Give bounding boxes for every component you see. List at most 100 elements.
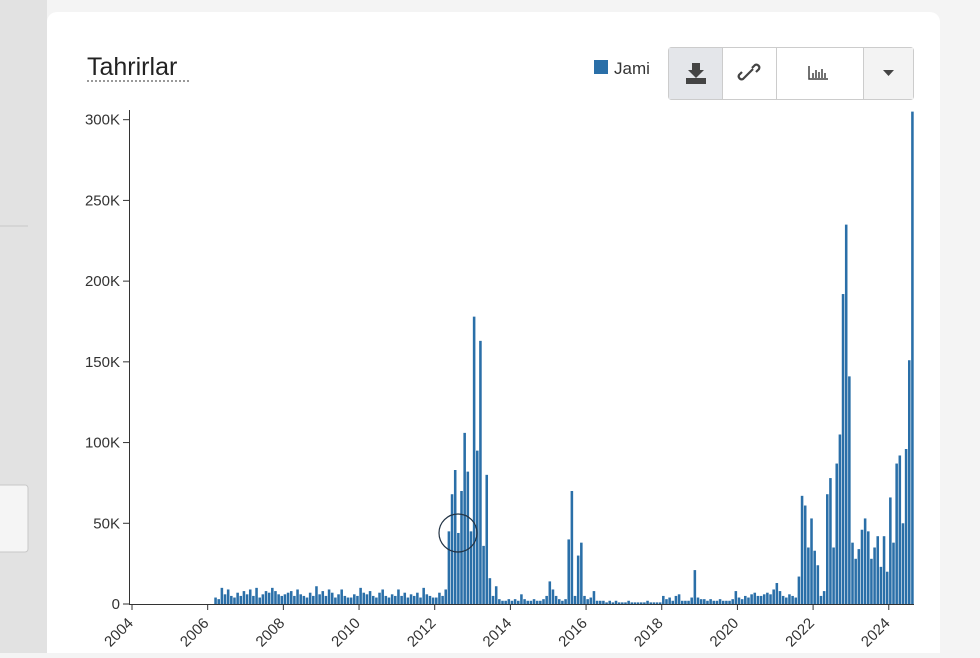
bar xyxy=(217,599,220,604)
bar xyxy=(507,599,511,604)
bar xyxy=(614,600,618,604)
bar xyxy=(305,597,309,604)
bar xyxy=(904,449,908,604)
chart-title: Tahrirlar xyxy=(87,53,177,81)
bar xyxy=(611,602,615,604)
bar xyxy=(359,587,362,604)
bar xyxy=(901,523,905,604)
bar xyxy=(409,594,413,604)
bar xyxy=(687,600,690,604)
bar xyxy=(605,602,608,604)
bar xyxy=(441,595,444,604)
bar xyxy=(390,594,394,604)
bar xyxy=(652,602,656,604)
bar xyxy=(400,595,403,604)
bar xyxy=(463,432,466,604)
bar xyxy=(747,597,750,604)
bar xyxy=(889,497,892,604)
bar xyxy=(633,602,637,604)
bar xyxy=(516,600,520,604)
bar xyxy=(343,595,347,604)
bar xyxy=(800,495,804,604)
bar xyxy=(829,478,832,604)
bar xyxy=(586,599,589,604)
bar xyxy=(261,594,265,604)
toolbar xyxy=(668,47,914,100)
bar xyxy=(658,602,662,604)
link-button[interactable] xyxy=(737,63,761,81)
bar xyxy=(334,597,337,604)
sidebar-button[interactable] xyxy=(0,484,29,553)
bar xyxy=(308,592,312,604)
bar xyxy=(324,595,328,604)
bar xyxy=(882,536,886,604)
bar xyxy=(513,599,517,604)
bar xyxy=(576,555,580,604)
sidebar xyxy=(0,0,47,653)
y-tick-label: 50K xyxy=(93,515,120,532)
bar xyxy=(526,600,530,604)
bar xyxy=(589,597,593,604)
bar xyxy=(419,597,422,604)
bar xyxy=(807,547,810,604)
bar xyxy=(428,595,432,604)
bar xyxy=(655,602,659,604)
bar xyxy=(460,490,463,604)
bar xyxy=(494,586,498,604)
bar xyxy=(781,595,785,604)
bar xyxy=(573,595,577,604)
bar xyxy=(851,542,854,604)
bar xyxy=(214,597,217,604)
bar xyxy=(570,490,574,604)
bar xyxy=(296,589,299,604)
bar xyxy=(280,595,284,604)
bar xyxy=(706,600,709,604)
bar xyxy=(403,592,407,604)
bar xyxy=(728,600,731,604)
bar xyxy=(816,565,820,604)
bar xyxy=(384,595,388,604)
bar xyxy=(368,591,372,604)
bar xyxy=(457,532,460,604)
bar xyxy=(450,494,454,604)
bar xyxy=(769,594,772,604)
bar xyxy=(476,450,479,604)
bar xyxy=(863,518,867,604)
chart-type-button[interactable] xyxy=(808,66,828,80)
bar xyxy=(744,595,747,604)
legend-label: Jami xyxy=(614,59,650,78)
bar xyxy=(293,595,296,604)
bar xyxy=(236,592,239,604)
bar xyxy=(277,594,280,604)
bar xyxy=(378,592,381,604)
bar xyxy=(693,570,697,604)
bar xyxy=(766,592,769,604)
bar xyxy=(731,599,734,604)
bar xyxy=(841,294,845,604)
bar xyxy=(662,595,665,604)
bar xyxy=(598,600,602,604)
bar xyxy=(330,592,334,604)
bar xyxy=(788,594,791,604)
bar xyxy=(315,586,318,604)
bar xyxy=(340,589,343,604)
bar xyxy=(356,595,359,604)
bar xyxy=(431,597,435,604)
bar xyxy=(561,600,564,604)
dropdown-icon xyxy=(883,70,894,76)
bar xyxy=(583,595,586,604)
bar xyxy=(649,602,652,604)
bar xyxy=(636,602,640,604)
bar xyxy=(539,600,542,604)
bar xyxy=(485,474,489,604)
bar xyxy=(302,595,306,604)
bar xyxy=(772,589,775,604)
bar xyxy=(220,587,224,604)
bar xyxy=(520,594,523,604)
bar xyxy=(580,542,583,604)
bar xyxy=(822,591,826,604)
bar xyxy=(412,595,416,604)
bar xyxy=(523,599,526,604)
bar xyxy=(785,597,788,604)
